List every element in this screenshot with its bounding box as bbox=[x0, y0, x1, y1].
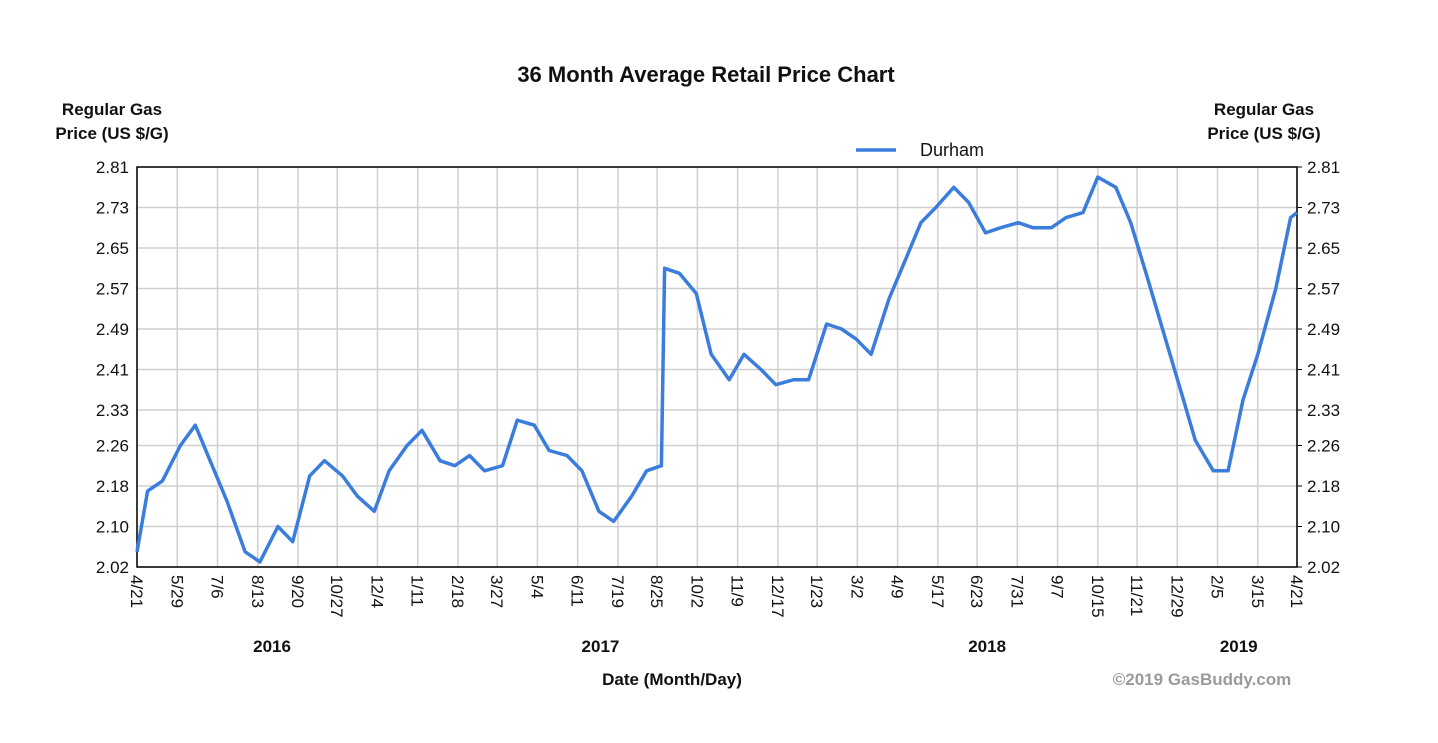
y-tick-label: 2.33 bbox=[96, 401, 129, 420]
y-tick-label: 2.26 bbox=[96, 436, 129, 455]
y-axis-title: Price (US $/G) bbox=[55, 124, 168, 143]
x-tick-label: 10/15 bbox=[1088, 575, 1107, 618]
x-tick-label: 6/23 bbox=[967, 575, 986, 608]
y2-tick-label: 2.57 bbox=[1307, 280, 1340, 299]
x-tick-label: 3/2 bbox=[847, 575, 866, 599]
x-tick-label: 1/23 bbox=[807, 575, 826, 608]
price-line bbox=[135, 175, 1299, 564]
x-tick-label: 11/21 bbox=[1127, 575, 1146, 616]
x-axis-title: Date (Month/Day) bbox=[602, 670, 742, 689]
year-label: 2016 bbox=[253, 637, 291, 656]
y2-tick-label: 2.73 bbox=[1307, 199, 1340, 218]
plot-border bbox=[136, 166, 1298, 568]
year-label: 2017 bbox=[582, 637, 620, 656]
legend-label: Durham bbox=[920, 140, 984, 160]
y-tick-label: 2.65 bbox=[96, 239, 129, 258]
y2-tick-label: 2.49 bbox=[1307, 320, 1340, 339]
x-tick-label: 12/29 bbox=[1167, 575, 1186, 618]
x-tick-label: 3/27 bbox=[487, 575, 506, 608]
x-tick-label: 10/27 bbox=[327, 575, 346, 618]
x-tick-label: 4/21 bbox=[127, 575, 146, 608]
y-tick-label: 2.02 bbox=[96, 558, 129, 577]
y2-tick-label: 2.65 bbox=[1307, 239, 1340, 258]
x-tick-label: 8/25 bbox=[647, 575, 666, 608]
year-label: 2019 bbox=[1220, 637, 1258, 656]
y-tick-label: 2.57 bbox=[96, 280, 129, 299]
x-tick-label: 7/19 bbox=[608, 575, 627, 608]
x-tick-label: 5/29 bbox=[167, 575, 186, 608]
y-tick-label: 2.41 bbox=[96, 361, 129, 380]
x-tick-label: 3/15 bbox=[1248, 575, 1267, 608]
x-tick-label: 7/31 bbox=[1007, 575, 1026, 608]
y-tick-label: 2.10 bbox=[96, 517, 129, 536]
x-tick-label: 7/6 bbox=[208, 575, 227, 599]
x-tick-label: 5/4 bbox=[527, 575, 546, 599]
x-tick-label: 12/4 bbox=[367, 575, 386, 608]
y2-tick-label: 2.10 bbox=[1307, 517, 1340, 536]
x-tick-label: 12/17 bbox=[768, 575, 787, 618]
x-tick-label: 5/17 bbox=[928, 575, 947, 608]
x-tick-label: 6/11 bbox=[568, 575, 587, 607]
x-tick-label: 1/11 bbox=[408, 575, 427, 607]
x-tick-label: 2/18 bbox=[448, 575, 467, 608]
chart-title: 36 Month Average Retail Price Chart bbox=[517, 62, 895, 87]
y2-tick-label: 2.02 bbox=[1307, 558, 1340, 577]
y2-axis-title: Price (US $/G) bbox=[1207, 124, 1320, 143]
x-tick-label: 9/7 bbox=[1048, 575, 1067, 599]
x-tick-label: 4/21 bbox=[1287, 575, 1306, 608]
y2-axis-title: Regular Gas bbox=[1214, 100, 1314, 119]
x-tick-label: 9/20 bbox=[288, 575, 307, 608]
x-tick-label: 11/9 bbox=[728, 575, 747, 607]
y-tick-label: 2.18 bbox=[96, 477, 129, 496]
y2-tick-label: 2.26 bbox=[1307, 436, 1340, 455]
x-tick-label: 4/9 bbox=[888, 575, 907, 599]
y2-tick-label: 2.41 bbox=[1307, 361, 1340, 380]
year-label: 2018 bbox=[968, 637, 1006, 656]
y-tick-label: 2.81 bbox=[96, 158, 129, 177]
y2-tick-label: 2.18 bbox=[1307, 477, 1340, 496]
y-axis-title: Regular Gas bbox=[62, 100, 162, 119]
credit: ©2019 GasBuddy.com bbox=[1113, 670, 1292, 689]
x-tick-label: 2/5 bbox=[1208, 575, 1227, 599]
y-tick-label: 2.49 bbox=[96, 320, 129, 339]
y2-tick-label: 2.81 bbox=[1307, 158, 1340, 177]
x-tick-label: 8/13 bbox=[248, 575, 267, 608]
x-tick-label: 10/2 bbox=[687, 575, 706, 608]
y2-tick-label: 2.33 bbox=[1307, 401, 1340, 420]
y-tick-label: 2.73 bbox=[96, 199, 129, 218]
